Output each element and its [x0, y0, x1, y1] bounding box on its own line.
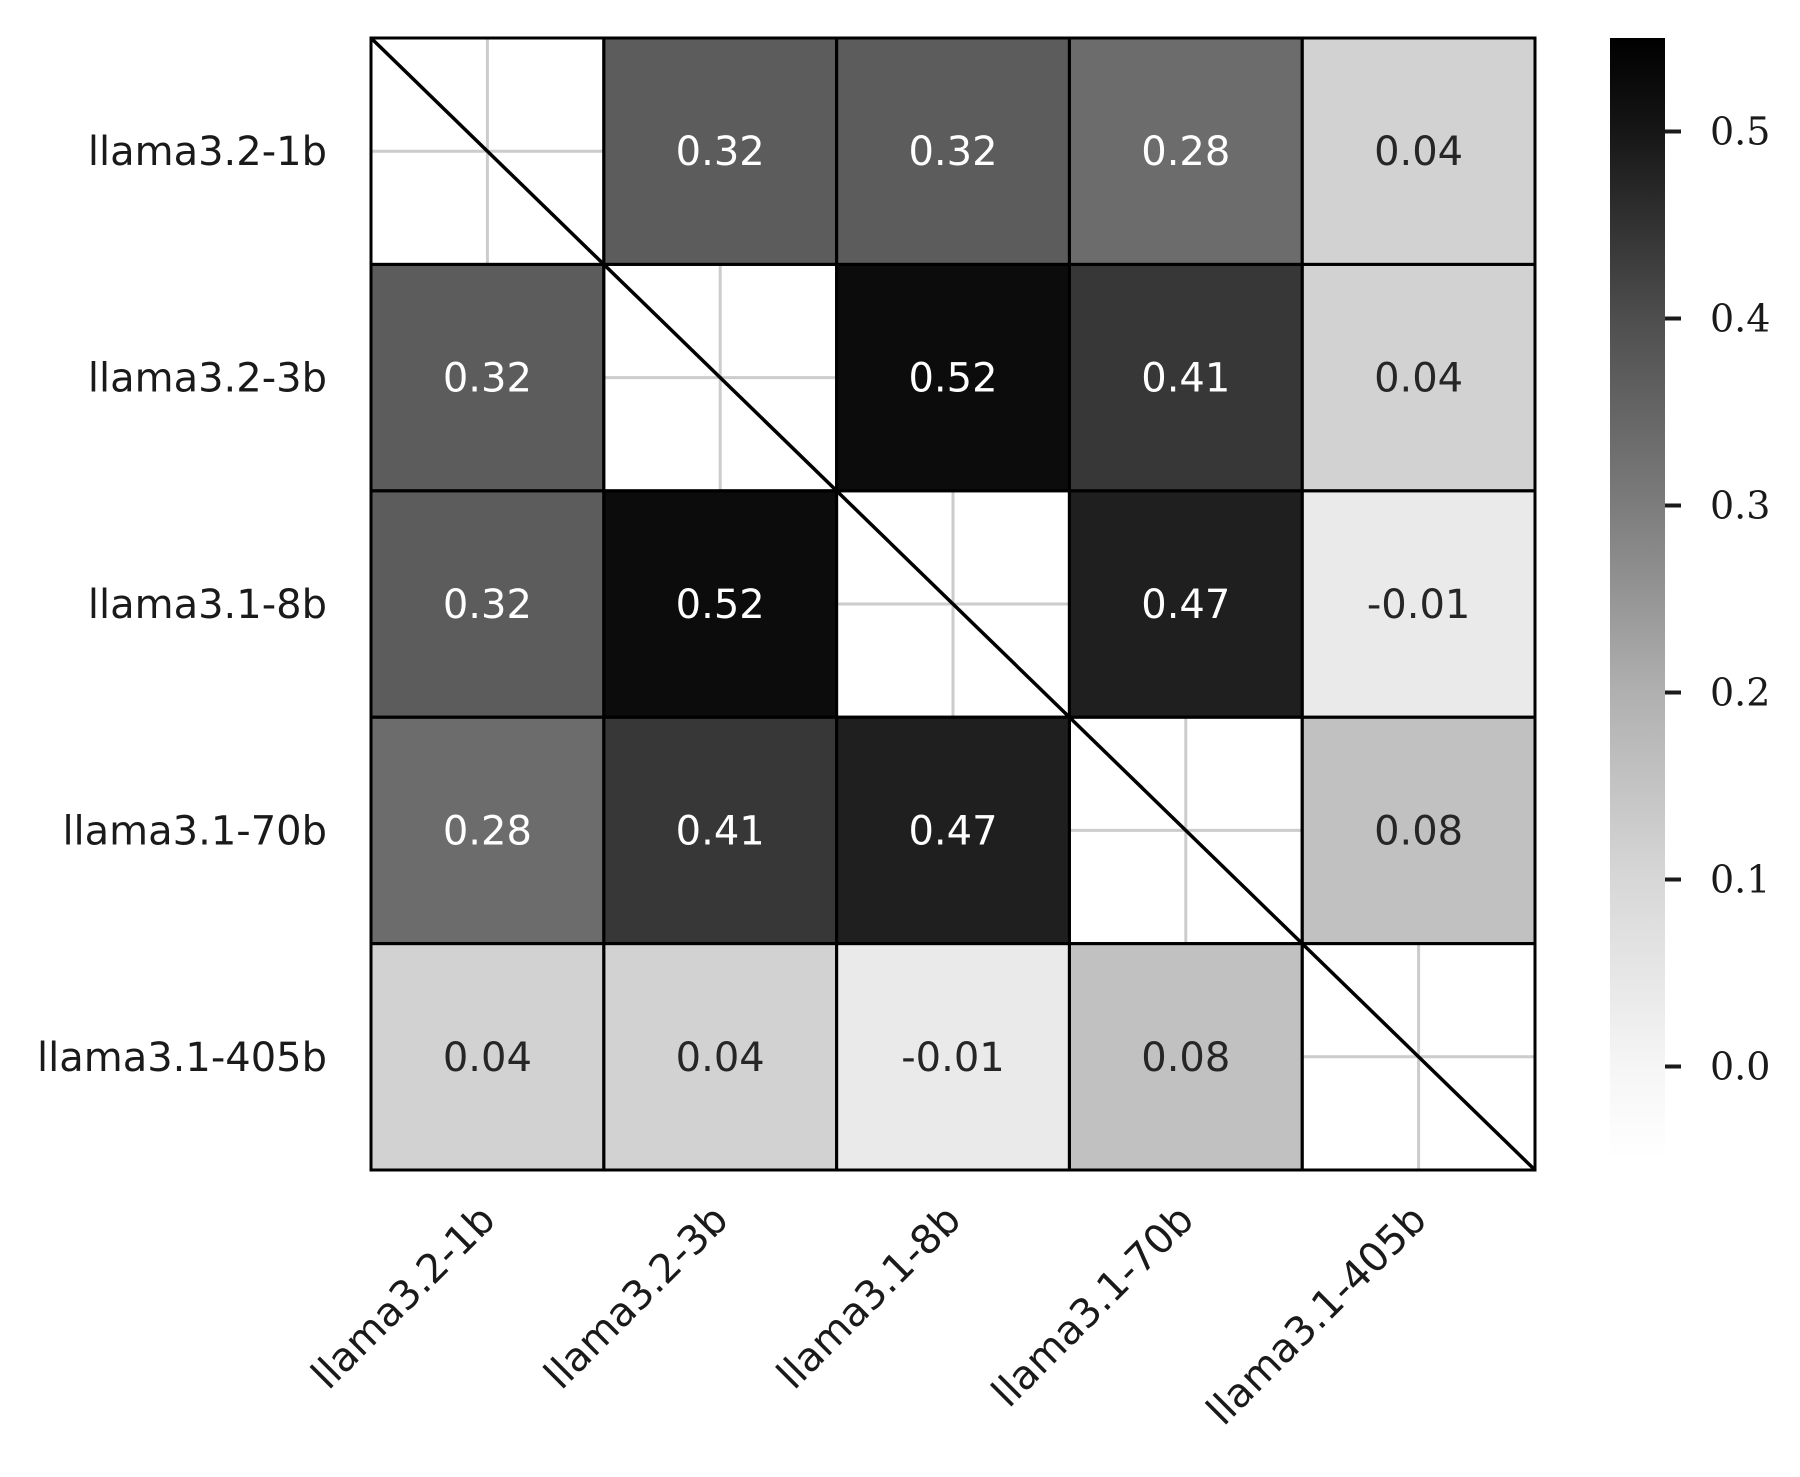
- heatmap-cell: [836, 264, 1070, 491]
- heatmap-cell: [603, 943, 837, 1170]
- heatmap-cell: [1302, 717, 1535, 944]
- cell-value-label: 0.52: [908, 356, 997, 402]
- cell-value-label: 0.04: [443, 1035, 532, 1081]
- heatmap-cell: [1069, 943, 1303, 1170]
- heatmap-cell: [1069, 38, 1303, 265]
- y-tick-label: llama3.2-3b: [88, 356, 327, 402]
- heatmap-cell: [836, 717, 1070, 944]
- cell-value-label: 0.08: [1141, 1035, 1230, 1081]
- colorbar-tick-label: 0.5: [1710, 110, 1770, 154]
- heatmap-cell: [603, 490, 837, 718]
- x-tick-label: llama3.1-70b: [983, 1197, 1203, 1417]
- heatmap-cell: [371, 264, 604, 491]
- cell-value-label: 0.04: [1374, 356, 1463, 402]
- cell-value-label: -0.01: [1367, 582, 1471, 628]
- heatmap-cell: [603, 717, 837, 944]
- colorbar-gradient: [1610, 38, 1665, 1160]
- heatmap-cell: [1302, 264, 1535, 491]
- cell-value-label: 0.32: [676, 129, 765, 175]
- x-tick-label: llama3.1-8b: [768, 1197, 970, 1399]
- cell-value-label: 0.04: [1374, 129, 1463, 175]
- heatmap-cell-labels: 0.32 0.32 0.28 0.04 0.32 0.52 0.41 0.04 0.32 0.52…: [443, 129, 1470, 1081]
- colorbar-tick-label: 0.3: [1710, 484, 1770, 528]
- y-tick-label: llama3.1-8b: [88, 582, 327, 628]
- heatmap-cell: [603, 38, 837, 265]
- cell-value-label: 0.32: [908, 129, 997, 175]
- cell-value-label: 0.47: [908, 808, 997, 854]
- colorbar-tick-label: 0.0: [1710, 1045, 1770, 1089]
- colorbar-tick-label: 0.4: [1710, 297, 1770, 341]
- colorbar-tick-label: 0.2: [1710, 671, 1770, 715]
- x-tick-label: llama3.2-1b: [303, 1197, 505, 1399]
- cell-value-label: 0.08: [1374, 808, 1463, 854]
- heatmap-cell: [836, 38, 1070, 265]
- heatmap-cell: [836, 943, 1070, 1170]
- heatmap-cell: [371, 717, 604, 944]
- colorbar-tick-label: 0.1: [1710, 858, 1770, 902]
- y-axis-tick-labels: llama3.2-1b llama3.2-3b llama3.1-8b llama3.…: [37, 129, 327, 1081]
- heatmap-cell: [1069, 264, 1303, 491]
- cell-value-label: 0.41: [676, 808, 765, 854]
- x-tick-label: llama3.2-3b: [536, 1197, 738, 1399]
- cell-value-label: 0.41: [1141, 356, 1230, 402]
- heatmap-cell: [1302, 38, 1535, 265]
- x-tick-label: llama3.1-405b: [1198, 1197, 1436, 1435]
- y-tick-label: llama3.1-70b: [62, 808, 327, 854]
- cell-border: [1300, 942, 1537, 1172]
- heatmap-cell: [371, 490, 604, 718]
- y-tick-label: llama3.1-405b: [37, 1035, 327, 1081]
- y-tick-label: llama3.2-1b: [88, 129, 327, 175]
- cell-value-label: 0.04: [676, 1035, 765, 1081]
- cell-value-label: 0.52: [676, 582, 765, 628]
- heatmap-cell: [371, 943, 604, 1170]
- cell-value-label: 0.28: [1141, 129, 1230, 175]
- x-axis-tick-labels: llama3.2-1b llama3.2-3b llama3.1-8b llama3.…: [303, 1197, 1436, 1435]
- colorbar-ticks: 0.0 0.1 0.2 0.3 0.4 0.5: [1665, 110, 1770, 1089]
- diagonal-line: [369, 36, 1537, 1172]
- heatmap-cell: [1302, 490, 1535, 718]
- heatmap-cells: [369, 36, 1537, 1172]
- cell-value-label: 0.28: [443, 808, 532, 854]
- cell-value-label: 0.32: [443, 356, 532, 402]
- cell-value-label: 0.47: [1141, 582, 1230, 628]
- cell-value-label: 0.32: [443, 582, 532, 628]
- cell-value-label: -0.01: [901, 1035, 1005, 1081]
- heatmap-cell: [1069, 490, 1303, 718]
- colorbar: [1610, 38, 1665, 1160]
